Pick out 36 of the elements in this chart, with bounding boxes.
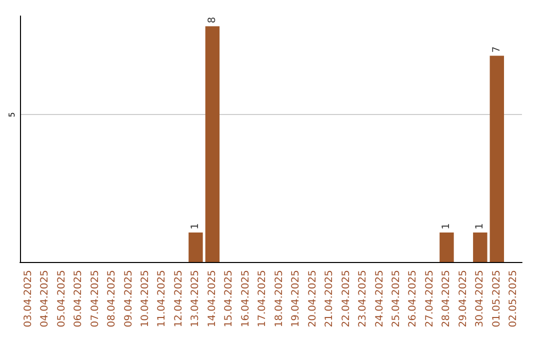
x-tick-label: 24.04.2025: [374, 270, 386, 328]
x-tick-label: 29.04.2025: [458, 270, 469, 328]
data-label: 8: [206, 16, 218, 24]
x-tick-label: 03.04.2025: [22, 270, 34, 328]
x-tick-label: 12.04.2025: [173, 270, 184, 328]
data-label: 7: [491, 46, 502, 53]
x-tick-label: 22.04.2025: [340, 270, 352, 328]
data-label: 1: [474, 223, 486, 230]
x-tick-label: 14.04.2025: [206, 270, 218, 328]
x-tick-label: 18.04.2025: [274, 270, 285, 328]
x-tick-label: 17.04.2025: [257, 270, 268, 328]
x-tick-label: 09.04.2025: [123, 270, 134, 328]
x-tick-label: 19.04.2025: [290, 270, 302, 328]
x-tick-label: 20.04.2025: [307, 270, 318, 328]
x-tick-label: 21.04.2025: [324, 270, 336, 328]
x-tick-label: 08.04.2025: [106, 270, 118, 328]
x-tick-label: 30.04.2025: [474, 270, 486, 328]
x-tick-label: 05.04.2025: [56, 270, 68, 328]
x-tick-label: 02.05.2025: [508, 270, 520, 328]
x-tick-label: 15.04.2025: [224, 270, 235, 328]
x-tick-label: 06.04.2025: [73, 270, 84, 328]
x-tick-label: 11.04.2025: [156, 270, 168, 328]
x-tick-label: 13.04.2025: [190, 270, 202, 328]
x-tick-label: 28.04.2025: [441, 270, 452, 328]
x-tick-label: 26.04.2025: [408, 270, 419, 328]
x-tick-label: 27.04.2025: [424, 270, 436, 328]
x-tick-label: 10.04.2025: [140, 270, 151, 328]
x-tick-label: 16.04.2025: [240, 270, 252, 328]
x-tick-label: 07.04.2025: [90, 270, 101, 328]
x-tick-label: 23.04.2025: [358, 270, 369, 328]
x-tick-label: 01.05.2025: [491, 270, 502, 328]
data-label: 1: [190, 223, 202, 230]
y-tick-label: 5: [8, 112, 16, 118]
x-tick-label: 04.04.2025: [40, 270, 51, 328]
data-label: 1: [441, 223, 452, 230]
x-tick-label: 25.04.2025: [391, 270, 402, 328]
